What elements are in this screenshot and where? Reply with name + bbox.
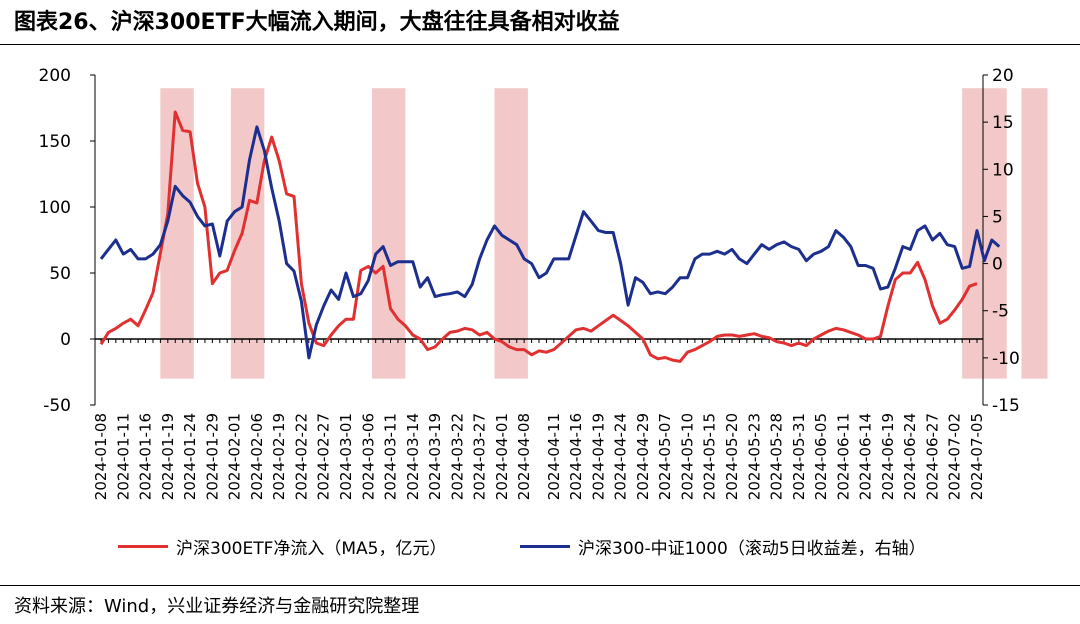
chart-title: 图表26、沪深300ETF大幅流入期间，大盘往往具备相对收益 [14,10,620,35]
left-tick-label: 100 [39,198,71,218]
x-tick-label: 2024-05-10 [679,413,697,500]
x-tick-label: 2024-04-16 [567,413,585,500]
legend-label-etf-inflow: 沪深300ETF净流入（MA5，亿元） [176,539,447,559]
right-tick-label: 5 [992,207,1003,227]
right-tick-label: 0 [992,255,1003,275]
x-tick-label: 2024-01-19 [159,413,177,500]
x-tick-label: 2024-05-28 [768,413,786,500]
x-tick-label: 2024-06-19 [879,413,897,500]
x-tick-label: 2024-04-29 [634,413,652,500]
x-tick-label: 2024-03-27 [471,413,489,500]
shaded-period-6 [1021,88,1048,379]
x-tick-label: 2024-05-20 [723,413,741,500]
left-tick-label: 150 [39,132,71,152]
right-tick-label: -5 [992,302,1009,322]
x-tick-label: 2024-03-11 [382,413,400,500]
series-lines [99,110,1001,363]
x-tick-label: 2024-02-06 [248,413,266,500]
x-tick-label: 2024-04-01 [493,413,511,500]
x-tick-label: 2024-02-01 [226,413,244,500]
legend-label-return-spread: 沪深300-中证1000（滚动5日收益差，右轴） [578,539,926,559]
x-tick-label: 2024-04-08 [515,413,533,500]
x-tick-label: 2024-07-05 [968,413,986,500]
x-tick-label: 2024-02-19 [270,413,288,500]
title-divider [0,44,1080,45]
legend-item-etf-inflow: 沪深300ETF净流入（MA5，亿元） [118,534,446,559]
x-tick-label: 2024-05-23 [745,413,763,500]
legend: 沪深300ETF净流入（MA5，亿元） 沪深300-中证1000（滚动5日收益差… [0,530,1080,564]
x-tick-label: 2024-01-16 [137,413,155,500]
x-tick-label: 2024-06-27 [924,413,942,500]
series-line-etf-inflow [99,110,978,363]
shaded-period-5 [962,88,1007,379]
x-tick-label: 2024-07-02 [946,413,964,500]
x-tick-label: 2024-02-22 [292,413,310,500]
x-tick-label: 2024-03-22 [448,413,466,500]
x-tick-label: 2024-06-11 [834,413,852,500]
x-tick-label: 2024-04-19 [589,413,607,500]
x-tick-label: 2024-06-05 [812,413,830,500]
x-tick-label: 2024-01-24 [181,413,199,500]
x-tick-label: 2024-05-07 [656,413,674,500]
shaded-period-1 [160,88,194,379]
x-tick-label: 2024-03-14 [404,413,422,500]
x-tick-label: 2024-01-29 [203,413,221,500]
right-tick-label: 15 [992,113,1014,133]
legend-item-return-spread: 沪深300-中证1000（滚动5日收益差，右轴） [520,534,926,559]
x-tick-label: 2024-01-08 [92,413,110,500]
x-tick-label: 2024-02-27 [315,413,333,500]
x-tick-label: 2024-04-24 [612,413,630,500]
legend-swatch-blue [520,545,570,548]
left-tick-label: 0 [60,330,71,350]
shaded-period-3 [371,88,406,379]
x-tick-label: 2024-03-19 [426,413,444,500]
x-tick-label: 2024-06-24 [901,413,919,500]
source-note: 资料来源：Wind，兴业证券经济与金融研究院整理 [14,596,420,617]
x-tick-label: 2024-01-11 [114,413,132,500]
x-tick-label: 2024-06-14 [857,413,875,500]
source-divider [0,585,1080,586]
x-tick-label: 2024-03-06 [359,413,377,500]
right-tick-label: 20 [992,66,1014,86]
left-tick-label: 50 [49,264,71,284]
right-tick-label: -15 [992,396,1020,416]
left-tick-label: -50 [43,396,71,416]
right-tick-label: 10 [992,160,1014,180]
right-tick-label: -10 [992,349,1020,369]
x-tick-label: 2024-05-15 [701,413,719,500]
series-line-return-spread [99,125,1001,360]
x-tick-label: 2024-03-01 [337,413,355,500]
left-tick-label: 200 [39,66,71,86]
legend-swatch-red [118,545,168,548]
x-tick-labels: 2024-01-08 2024-01-11 2024-01-16 2024-01-19… [92,413,986,500]
x-tick-label: 2024-04-11 [545,413,563,500]
x-tick-label: 2024-05-31 [790,413,808,500]
